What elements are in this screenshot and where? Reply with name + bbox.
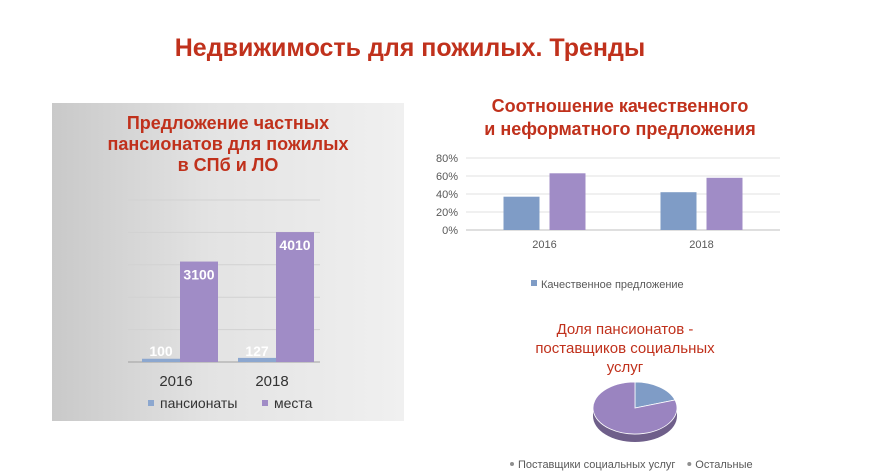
right-chart-y-tick-label: 20% bbox=[436, 207, 458, 219]
pie-chart-title: Доля пансионатов - поставщиков социальны… bbox=[505, 320, 745, 377]
left-chart-title-line-3: в СПб и ЛО bbox=[177, 155, 279, 175]
page-title: Недвижимость для пожилых. Тренды bbox=[174, 34, 646, 62]
pie-chart-legend-bullet bbox=[687, 462, 692, 466]
left-chart-legend-label: пансионаты bbox=[160, 395, 237, 411]
left-chart-legend-swatch bbox=[262, 400, 268, 406]
pie-chart-slice-1 bbox=[592, 381, 678, 435]
right-chart-title: Соотношение качественного и неформатного… bbox=[440, 95, 800, 141]
left-chart-data-label: 4010 bbox=[279, 237, 310, 253]
left-chart-bar-пансионаты-2016 bbox=[142, 358, 180, 362]
right-chart-y-tick-label: 0% bbox=[442, 225, 458, 237]
pie-chart-slice-0 bbox=[634, 381, 676, 409]
left-chart-background bbox=[52, 103, 404, 421]
left-chart-x-tick-label: 2016 bbox=[159, 373, 192, 390]
left-chart-title: Предложение частных пансионатов для пожи… bbox=[52, 113, 404, 176]
left-chart-bar-места-2016 bbox=[180, 261, 218, 362]
left-chart-data-label: 100 bbox=[149, 343, 173, 359]
pie-chart-legend-label: Поставщики социальных услуг bbox=[518, 459, 675, 471]
right-chart-legend-swatch bbox=[531, 280, 537, 286]
pie-chart-title-line-1: Доля пансионатов - bbox=[556, 321, 694, 338]
left-chart-x-tick-label: 2018 bbox=[255, 373, 288, 390]
right-chart-y-tick-label: 60% bbox=[436, 171, 458, 183]
right-chart-bar-quality-2016 bbox=[503, 196, 540, 230]
left-chart-bar-места-2018 bbox=[276, 232, 314, 362]
left-chart-legend-swatch bbox=[148, 400, 154, 406]
right-chart-legend-label: Качественное предложение bbox=[541, 279, 684, 291]
left-chart-bar-пансионаты-2018 bbox=[238, 357, 276, 362]
left-chart-legend-label: места bbox=[274, 395, 313, 411]
left-chart-title-line-1: Предложение частных bbox=[126, 113, 330, 133]
left-chart-data-label: 127 bbox=[245, 343, 269, 359]
left-chart-data-label: 3100 bbox=[183, 267, 214, 283]
right-chart-y-tick-label: 80% bbox=[436, 153, 458, 165]
right-chart-bar-quality-2018 bbox=[660, 192, 697, 230]
right-chart-bar-other-2018 bbox=[706, 177, 743, 230]
pie-chart-legend-bullet bbox=[510, 462, 514, 466]
left-chart-title-line-2: пансионатов для пожилых bbox=[107, 134, 349, 154]
right-chart-title-line-2: и неформатного предложения bbox=[484, 119, 756, 139]
pie-chart-legend-label: Остальные bbox=[695, 459, 752, 471]
pie-chart-title-line-3: услуг bbox=[606, 359, 644, 376]
right-chart-x-tick-label: 2018 bbox=[689, 239, 713, 251]
right-chart-y-tick-label: 40% bbox=[436, 189, 458, 201]
right-chart-title-line-1: Соотношение качественного bbox=[491, 96, 749, 116]
right-chart-bar-other-2016 bbox=[549, 173, 586, 230]
pie-chart-title-line-2: поставщиков социальных bbox=[535, 340, 715, 357]
right-chart-x-tick-label: 2016 bbox=[532, 239, 556, 251]
